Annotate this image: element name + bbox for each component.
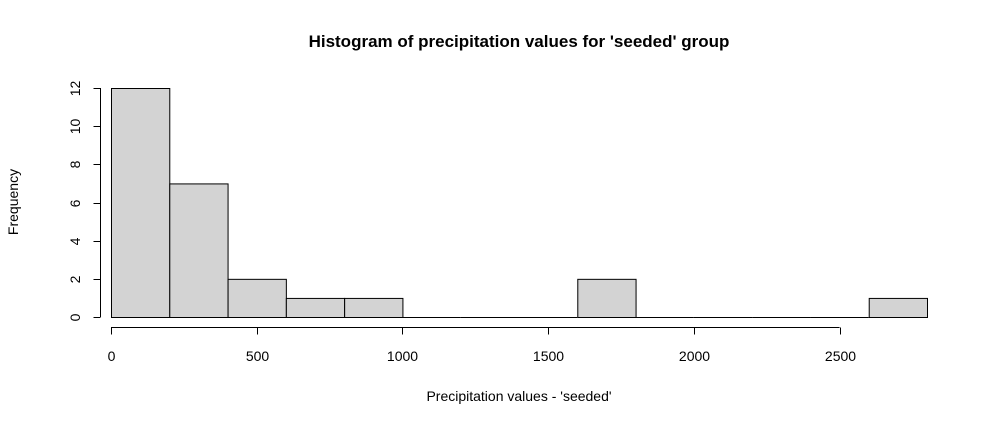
- y-tick-label: 8: [67, 160, 83, 168]
- y-tick-label: 4: [67, 237, 83, 245]
- y-tick-label: 10: [67, 119, 83, 135]
- y-tick-label: 12: [67, 81, 83, 97]
- x-axis-label: Precipitation values - 'seeded': [426, 388, 611, 404]
- histogram-bar: [227, 278, 287, 319]
- histogram-bar: [868, 297, 929, 318]
- chart-title: Histogram of precipitation values for 's…: [309, 32, 730, 51]
- histogram-bar: [577, 278, 637, 319]
- x-axis: 0 500 1000 1500 2000 2500: [108, 327, 856, 364]
- histogram-bar: [285, 297, 346, 318]
- y-axis-label: Frequency: [5, 169, 21, 235]
- y-tick-label: 6: [67, 199, 83, 207]
- x-tick-label: 1500: [533, 348, 564, 364]
- x-tick-label: 500: [246, 348, 270, 364]
- x-tick-label: 0: [108, 348, 116, 364]
- bars-group: [111, 88, 929, 319]
- y-tick-label: 0: [67, 313, 83, 321]
- x-tick-label: 1000: [387, 348, 418, 364]
- y-tick-label: 2: [67, 275, 83, 283]
- histogram-bar: [344, 297, 404, 318]
- histogram-bar: [111, 88, 171, 318]
- x-tick-label: 2000: [679, 348, 710, 364]
- y-axis: 0 2 4 6 8 10 12: [67, 81, 101, 321]
- histogram-bar: [169, 183, 229, 318]
- x-tick-label: 2500: [825, 348, 856, 364]
